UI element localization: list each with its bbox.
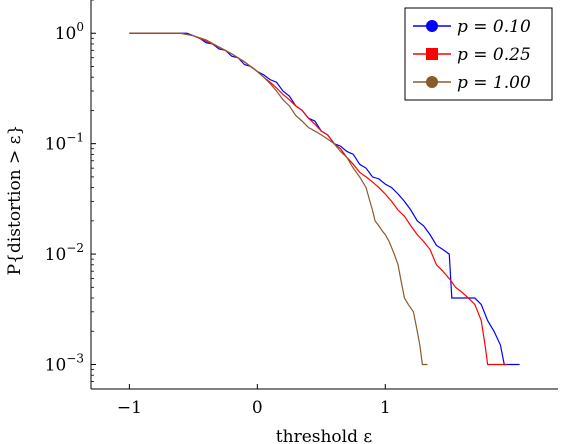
y-axis-label: P{distortion > ε} [5, 125, 25, 276]
legend-label-2: p = 0.25 [457, 45, 531, 65]
x-tick-label: 1 [380, 398, 391, 418]
series-line-3 [129, 32, 428, 366]
x-tick-label: 0 [252, 398, 263, 418]
legend: p = 0.10 p = 0.25 p = 1.00 [404, 7, 553, 101]
legend-marker-square-2 [426, 48, 438, 60]
legend-marker-circle-1 [426, 20, 438, 32]
y-tick-label: 10−2 [45, 241, 84, 265]
x-axis-label: threshold ε [276, 427, 373, 444]
y-tick-label: 10−1 [45, 131, 84, 155]
y-tick-label: 100 [55, 20, 84, 44]
legend-label-3: p = 1.00 [457, 73, 531, 93]
series-layer [129, 32, 520, 366]
x-tick-label: −1 [117, 398, 142, 418]
legend-label-1: p = 0.10 [457, 17, 531, 37]
axes-layer: −1 0 1 100 10−1 10−2 10−3 [45, 0, 558, 418]
legend-marker-circle-3 [426, 76, 438, 88]
y-tick-label: 10−3 [45, 352, 84, 376]
series-line-1 [129, 32, 520, 366]
